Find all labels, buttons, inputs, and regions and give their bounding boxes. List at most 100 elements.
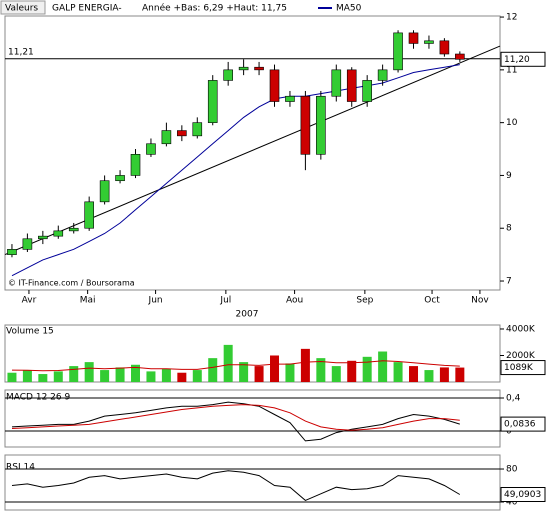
legend-label: MA50 bbox=[336, 4, 362, 14]
last-value-label: 1089K bbox=[504, 363, 534, 373]
last-value-box bbox=[500, 360, 546, 376]
x-tick-label: Sep bbox=[356, 296, 373, 306]
panel-frame bbox=[4, 454, 501, 511]
candle-body bbox=[393, 32, 403, 71]
volume-bar bbox=[177, 372, 187, 382]
x-tick-label: Oct bbox=[424, 296, 440, 306]
volume-title: Volume 15 bbox=[6, 327, 54, 337]
y-tick-label: 11 bbox=[506, 65, 517, 75]
candle-body bbox=[285, 95, 295, 102]
candle-body bbox=[177, 130, 187, 137]
candle-body bbox=[115, 175, 125, 182]
last-value-box bbox=[500, 51, 546, 67]
x-tick-label: Nov bbox=[471, 296, 489, 306]
macd-title: MACD 12 26 9 bbox=[6, 393, 70, 403]
y-tick-label: 40 bbox=[506, 498, 518, 508]
chart-title: GALP ENERGIA- bbox=[52, 4, 122, 14]
volume-bar bbox=[192, 370, 202, 382]
selector-box[interactable] bbox=[0, 0, 46, 15]
x-tick-label: Aou bbox=[286, 296, 303, 306]
volume-bar bbox=[131, 364, 141, 382]
last-value-box bbox=[500, 487, 546, 503]
candle-body bbox=[161, 130, 172, 145]
last-value-label: 49,0903 bbox=[504, 490, 541, 500]
volume-bar bbox=[285, 363, 295, 382]
candle-body bbox=[316, 95, 326, 155]
volume-bar bbox=[409, 366, 419, 382]
candle-body bbox=[300, 95, 311, 155]
panel-frame bbox=[4, 15, 501, 291]
volume-bar bbox=[362, 356, 372, 382]
x-tick-label: Mai bbox=[80, 296, 96, 306]
candle-body bbox=[439, 40, 450, 55]
source: © IT-Finance.com / Boursorama bbox=[8, 279, 135, 288]
candle-body bbox=[377, 69, 388, 81]
volume-bar bbox=[69, 366, 79, 382]
candle-body bbox=[254, 66, 264, 71]
y-tick-label: 4000K bbox=[506, 324, 536, 334]
candle-body bbox=[207, 80, 218, 123]
panel-frame bbox=[4, 389, 501, 448]
candle-body bbox=[22, 238, 33, 250]
candle-body bbox=[362, 80, 372, 102]
volume-bar bbox=[161, 368, 171, 382]
candle-body bbox=[7, 249, 17, 255]
candle-body bbox=[130, 154, 141, 176]
ma-line bbox=[11, 64, 460, 277]
candle-body bbox=[53, 230, 64, 237]
candle-body bbox=[455, 53, 465, 60]
y-tick-label: 12 bbox=[506, 13, 517, 23]
y-tick-label: 8 bbox=[506, 224, 512, 234]
volume-bar bbox=[53, 371, 63, 382]
selector[interactable]: Valeurs bbox=[5, 4, 38, 14]
candle-body bbox=[223, 69, 233, 81]
indicator-line bbox=[11, 404, 460, 431]
rsi-title: RSI 14 bbox=[6, 463, 35, 473]
volume-bar bbox=[300, 348, 310, 382]
volume-bar bbox=[38, 374, 48, 382]
candle-body bbox=[269, 69, 280, 102]
volume-bar bbox=[7, 372, 17, 382]
y-tick-label: 0,4 bbox=[506, 394, 521, 404]
candle-body bbox=[84, 201, 94, 229]
candle-body bbox=[192, 122, 203, 137]
volume-bar bbox=[100, 370, 110, 382]
volume-bar bbox=[393, 362, 403, 382]
x-tick-label: Avr bbox=[22, 296, 37, 306]
volume-bar bbox=[455, 367, 465, 382]
last-value-label: 11,20 bbox=[504, 55, 530, 65]
volume-bar bbox=[239, 362, 249, 382]
volume-bar bbox=[424, 370, 434, 382]
candle-body bbox=[408, 32, 419, 44]
last-value-box bbox=[500, 416, 546, 432]
candle-body bbox=[38, 235, 48, 240]
candle-body bbox=[238, 66, 249, 71]
candle-body bbox=[424, 40, 434, 44]
x-tick-label: Jun bbox=[148, 296, 163, 306]
volume-bar bbox=[84, 362, 94, 382]
volume-bar bbox=[254, 366, 264, 382]
volume-bar bbox=[347, 360, 357, 382]
indicator-line bbox=[11, 401, 460, 442]
volume-bar bbox=[270, 355, 280, 382]
volume-bar bbox=[439, 367, 449, 382]
panel-frame bbox=[4, 324, 501, 383]
reference-label: 11,21 bbox=[8, 47, 34, 57]
volume-bar bbox=[331, 366, 341, 382]
last-value-label: 0,0836 bbox=[504, 420, 536, 430]
y-tick-label: 9 bbox=[506, 171, 512, 181]
volume-ma-line bbox=[11, 360, 460, 372]
y-tick-label: 10 bbox=[506, 118, 518, 128]
candle-body bbox=[68, 227, 79, 232]
candle-body bbox=[99, 180, 110, 203]
y-tick-label: 80 bbox=[506, 465, 518, 475]
candle-body bbox=[331, 69, 342, 97]
x-axis-label: 2007 bbox=[236, 310, 259, 320]
candle-body bbox=[146, 143, 156, 155]
y-tick-label: 2000K bbox=[506, 351, 536, 361]
volume-bar bbox=[223, 344, 233, 382]
volume-bar bbox=[146, 371, 156, 382]
volume-bar bbox=[378, 351, 388, 382]
y-tick-label: 7 bbox=[506, 277, 512, 287]
